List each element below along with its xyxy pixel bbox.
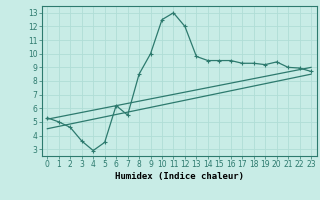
- X-axis label: Humidex (Indice chaleur): Humidex (Indice chaleur): [115, 172, 244, 181]
